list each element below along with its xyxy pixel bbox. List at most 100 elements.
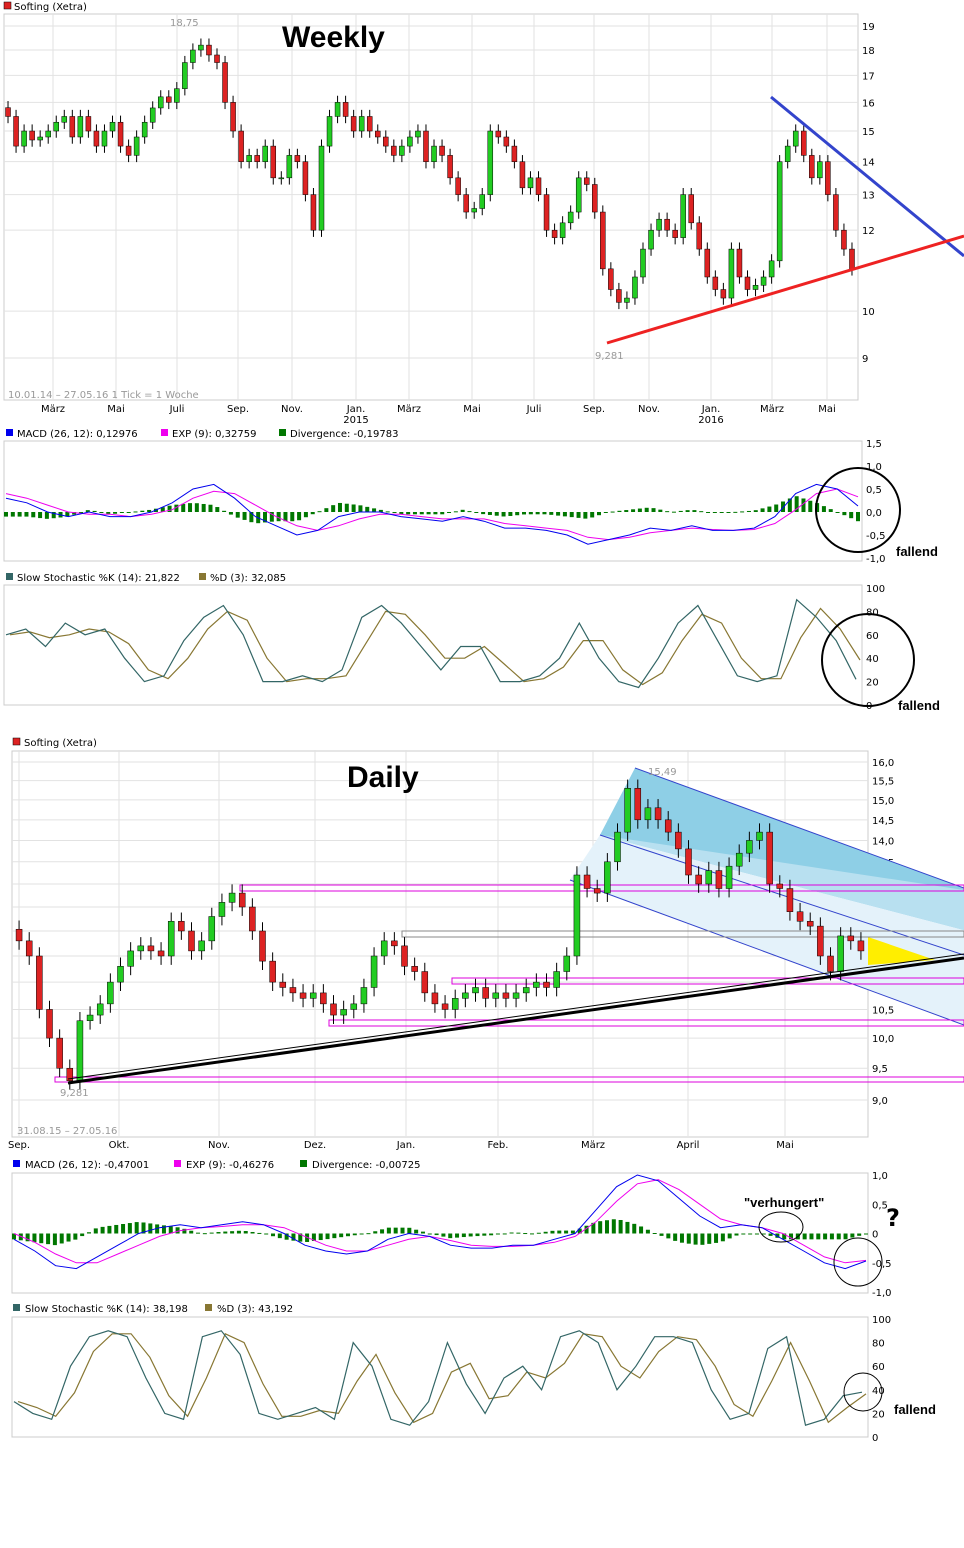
candle-body	[228, 892, 236, 903]
candle-body	[593, 888, 601, 894]
divergence-bar	[73, 1233, 78, 1240]
divergence-bar	[51, 512, 56, 519]
divergence-bar	[52, 1233, 57, 1246]
candle-body	[695, 874, 702, 885]
candle-body	[688, 194, 694, 224]
candle-body	[553, 971, 560, 988]
weekly-price-legend: Softing (Xetra)	[3, 1, 87, 13]
y-tick-label: 14	[862, 158, 875, 169]
candle-body	[519, 161, 526, 189]
divergence-bar	[291, 1233, 296, 1241]
candle-body	[407, 136, 413, 147]
legend-swatch	[6, 429, 13, 436]
divergence-bar	[707, 1233, 712, 1244]
candle-body	[792, 130, 799, 147]
candle	[5, 101, 11, 124]
divergence-bar	[92, 510, 97, 512]
divergence-bar	[596, 512, 601, 516]
divergence-bar	[72, 512, 77, 515]
candle	[37, 130, 43, 147]
divergence-bar	[482, 1233, 487, 1236]
candle	[238, 884, 246, 916]
candle	[784, 139, 791, 169]
x-tick-label: Juli	[526, 404, 542, 415]
candle	[640, 242, 646, 284]
candle-body	[837, 935, 844, 972]
candle	[77, 109, 84, 144]
candle-body	[479, 194, 485, 209]
candle-body	[841, 229, 847, 250]
candle-body	[96, 1003, 104, 1016]
divergence-bar	[181, 503, 186, 512]
weekly-macd-panel	[3, 440, 863, 562]
candle-body	[101, 130, 108, 147]
candle-body	[535, 177, 542, 195]
divergence-bar	[455, 1233, 460, 1238]
divergence-bar	[264, 1233, 269, 1235]
candle	[680, 187, 686, 245]
candle	[29, 124, 35, 147]
divergence-bar	[121, 1223, 126, 1234]
divergence-bar	[196, 1232, 201, 1234]
divergence-bar	[332, 1233, 337, 1239]
candle	[756, 823, 763, 850]
candle-body	[768, 260, 775, 278]
candle	[101, 124, 108, 153]
candle	[249, 898, 256, 940]
divergence-bar	[406, 512, 411, 515]
candle	[776, 155, 783, 268]
candle-body	[133, 136, 140, 156]
candle-body	[705, 870, 713, 885]
candle-body	[188, 930, 195, 952]
candle	[543, 187, 550, 237]
candle	[583, 866, 591, 898]
divergence-bar	[714, 1233, 719, 1243]
candle	[326, 109, 333, 153]
x-tick-label: März	[760, 404, 784, 415]
divergence-bar	[427, 1233, 432, 1235]
divergence-bar	[453, 511, 458, 513]
candle	[817, 917, 824, 965]
candle-body	[302, 161, 309, 195]
candle-body	[482, 987, 489, 999]
divergence-bar	[550, 1230, 555, 1234]
candle-body	[182, 62, 188, 89]
divergence-bar	[140, 510, 145, 512]
divergence-bar	[228, 512, 233, 515]
y-tick-label: -1,0	[872, 1288, 892, 1299]
candle	[527, 171, 534, 195]
divergence-bar	[754, 1233, 759, 1235]
divergence-bar	[24, 512, 29, 517]
divergence-bar	[393, 1227, 398, 1234]
candle	[350, 995, 358, 1019]
candle-body	[286, 155, 293, 179]
candle	[147, 937, 155, 960]
candle	[559, 216, 566, 245]
candle-body	[246, 155, 252, 162]
divergence-bar	[119, 512, 124, 513]
legend-swatch	[13, 1304, 20, 1311]
y-tick-label: 60	[866, 631, 879, 642]
annotation-text: fallend	[898, 698, 940, 713]
candle-body	[685, 848, 692, 876]
candle	[482, 978, 489, 1008]
candle	[672, 223, 678, 245]
candle	[535, 171, 542, 202]
candle	[634, 779, 642, 829]
exp-line	[5, 488, 859, 541]
candle	[833, 187, 839, 237]
support-trendline	[606, 234, 964, 345]
y-tick-label: 16	[862, 98, 875, 109]
candle-body	[614, 831, 621, 863]
divergence-bar	[161, 1225, 166, 1234]
divergence-bar	[583, 512, 588, 519]
candle	[735, 844, 743, 876]
candle-body	[45, 130, 51, 138]
candle-body	[174, 88, 180, 103]
divergence-bar	[85, 510, 90, 512]
divergence-bar	[603, 512, 608, 513]
y-tick-label: -1,0	[866, 554, 886, 565]
candle	[656, 212, 662, 237]
divergence-bar	[235, 512, 240, 518]
divergence-bar	[658, 509, 663, 512]
